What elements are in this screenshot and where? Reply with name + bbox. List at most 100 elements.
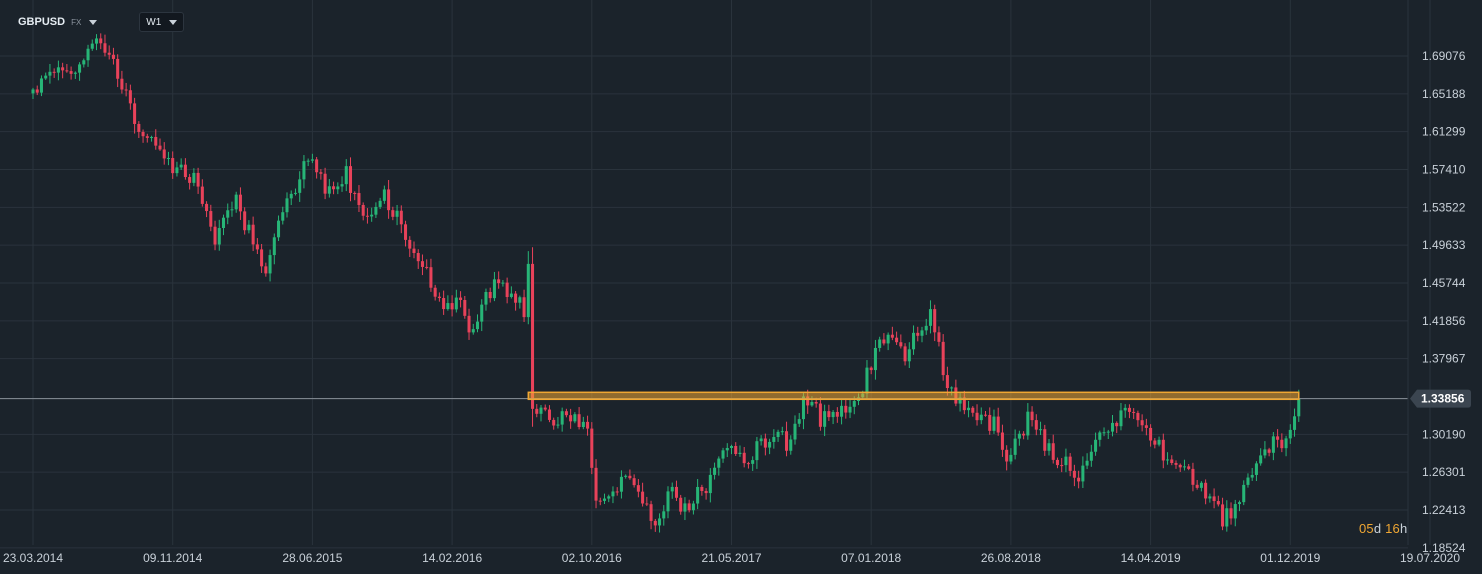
candle	[1072, 464, 1076, 487]
candle	[823, 404, 827, 437]
candle	[717, 456, 721, 476]
candle	[39, 75, 43, 97]
candle	[700, 484, 704, 496]
candle	[505, 277, 509, 304]
date-tick-label: 26.08.2018	[981, 551, 1041, 565]
candle	[509, 286, 513, 299]
candle	[158, 138, 162, 151]
candle	[264, 262, 268, 277]
candle	[1153, 438, 1157, 449]
candle	[1026, 403, 1030, 440]
candle	[649, 500, 653, 530]
candles	[31, 33, 1301, 533]
candle	[971, 406, 975, 417]
candle	[82, 58, 86, 68]
candle	[1170, 455, 1174, 466]
candle	[90, 39, 94, 51]
candle	[327, 179, 331, 198]
candle	[319, 169, 323, 180]
candle	[1068, 453, 1072, 477]
candle	[1271, 432, 1275, 461]
candle	[869, 366, 873, 375]
date-tick-label: 01.12.2019	[1260, 551, 1320, 565]
candle	[141, 129, 145, 143]
candle	[696, 479, 700, 510]
candle	[404, 220, 408, 247]
candle	[289, 190, 293, 206]
candle	[35, 85, 39, 96]
candle	[1221, 497, 1225, 531]
candle	[1106, 429, 1110, 440]
candle	[1284, 435, 1288, 457]
candle	[467, 308, 471, 340]
candle	[979, 407, 983, 425]
timeframe-selector[interactable]: W1	[139, 12, 185, 32]
date-tick-label: 09.11.2014	[143, 551, 202, 565]
candle	[488, 287, 492, 303]
candle	[920, 326, 924, 343]
candle	[577, 407, 581, 430]
candle	[590, 422, 594, 475]
candle	[751, 456, 755, 471]
candle	[704, 488, 708, 500]
candle	[336, 182, 340, 195]
candle	[827, 404, 831, 421]
candle	[260, 243, 264, 273]
candle	[56, 60, 60, 81]
candle	[1288, 424, 1292, 444]
candle	[1187, 463, 1191, 471]
symbol-name: GBPUSD	[18, 16, 66, 28]
candle	[619, 470, 623, 499]
candle	[450, 295, 454, 317]
candle	[1132, 408, 1136, 419]
candle	[1212, 488, 1216, 509]
candle	[1081, 456, 1085, 488]
candle	[1136, 410, 1140, 427]
candle	[831, 410, 835, 425]
candle	[899, 334, 903, 349]
candle	[433, 284, 437, 301]
candle	[94, 34, 99, 51]
candle	[1022, 431, 1026, 440]
candle	[543, 404, 547, 412]
candle	[573, 412, 577, 424]
candle	[44, 72, 48, 80]
candle	[1039, 421, 1043, 436]
candle	[933, 304, 937, 342]
price-tick-label: 1.30190	[1422, 427, 1466, 441]
candle	[344, 159, 348, 192]
price-tick-label: 1.37967	[1422, 352, 1466, 366]
candle	[683, 497, 687, 521]
candle	[1123, 404, 1127, 418]
candle	[1000, 424, 1004, 457]
candle	[674, 480, 678, 501]
candle	[61, 62, 65, 79]
chart-toolbar: GBPUSD FX W1	[12, 12, 185, 32]
candle	[556, 416, 560, 429]
candle	[941, 334, 945, 381]
candle	[569, 408, 573, 429]
candle	[636, 479, 640, 498]
candle	[1280, 433, 1284, 453]
candle	[73, 71, 77, 79]
candle	[1254, 461, 1258, 481]
candle	[759, 435, 763, 446]
symbol-selector[interactable]: GBPUSD FX	[12, 12, 103, 32]
candle	[1119, 402, 1123, 431]
candle	[133, 97, 137, 134]
candle	[742, 447, 746, 468]
resistance-zone[interactable]	[527, 391, 1300, 401]
candle	[624, 474, 628, 479]
candle	[306, 158, 310, 167]
candle	[1208, 493, 1212, 503]
candle	[890, 326, 894, 341]
candle	[442, 290, 446, 315]
candle	[611, 486, 615, 504]
candle	[145, 133, 149, 143]
candle	[581, 416, 585, 430]
candle	[526, 251, 530, 325]
axes: 1.69076 1.65188 1.61299 1.57410 1.53522 1.496…	[3, 0, 1471, 565]
countdown-days-unit: d	[1373, 521, 1382, 536]
chevron-down-icon	[169, 19, 178, 25]
